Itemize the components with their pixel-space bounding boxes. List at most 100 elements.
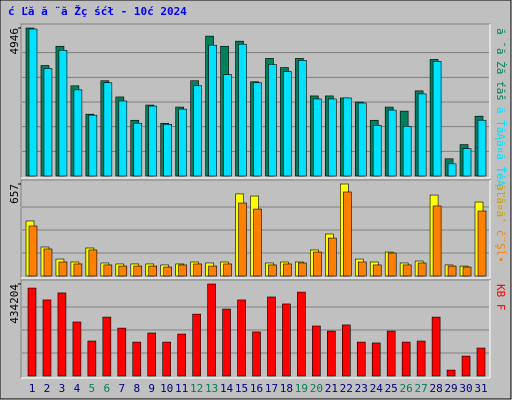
bar <box>312 325 321 377</box>
x-tick-label: 12 <box>190 382 203 395</box>
legend-label: ă ŤăĄă¤ă ŤéĄ <box>494 107 507 187</box>
bar <box>372 125 382 177</box>
x-tick-label: 30 <box>459 382 472 395</box>
bar <box>357 102 367 177</box>
bar <box>193 85 202 177</box>
bar <box>462 266 472 277</box>
x-tick-label: 26 <box>400 382 413 395</box>
bar <box>208 265 217 277</box>
bar <box>133 122 143 177</box>
bar <box>193 263 202 277</box>
bar <box>313 251 322 277</box>
bar <box>208 44 217 177</box>
legend-label: č¨Şĺ• <box>494 230 507 263</box>
bar <box>88 249 98 277</box>
bar <box>477 210 487 277</box>
bar <box>328 98 337 177</box>
bar <box>432 61 442 177</box>
bar <box>341 324 351 377</box>
bar <box>253 82 262 177</box>
bar <box>177 333 186 377</box>
bar <box>417 93 427 177</box>
bar <box>401 341 411 377</box>
x-tick-label: 18 <box>280 382 293 395</box>
bar <box>42 299 52 377</box>
bar <box>357 261 367 277</box>
bar <box>88 114 98 177</box>
bar <box>432 205 442 277</box>
bar <box>43 68 53 177</box>
bar <box>237 299 246 377</box>
bar <box>298 262 307 277</box>
x-tick-label: 19 <box>295 382 308 395</box>
bar <box>163 123 172 177</box>
bar <box>268 264 277 277</box>
bar <box>102 316 112 377</box>
x-tick-label: 7 <box>118 382 125 395</box>
bar <box>462 148 472 177</box>
x-tick-label: 15 <box>235 382 248 395</box>
legend-label: ă ˘ă Żă ťăš <box>494 28 507 101</box>
bar <box>133 265 143 277</box>
bar <box>148 265 158 277</box>
bar <box>57 292 67 377</box>
bar <box>43 248 53 277</box>
bar <box>223 74 232 177</box>
legend-label: ăľă¤ăˆ <box>494 184 507 224</box>
bar <box>103 264 113 277</box>
bar <box>73 89 83 177</box>
bar <box>431 316 441 377</box>
x-tick-label: 20 <box>310 382 323 395</box>
bar <box>207 283 216 377</box>
bar <box>223 263 232 277</box>
bar <box>387 109 397 177</box>
bar <box>417 262 427 277</box>
bar <box>192 313 201 377</box>
bar <box>282 303 291 377</box>
bar <box>268 64 277 177</box>
bar <box>27 287 37 377</box>
x-tick-label: 6 <box>104 382 111 395</box>
x-tick-label: 17 <box>265 382 278 395</box>
x-tick-label: 25 <box>385 382 398 395</box>
bar <box>342 97 352 177</box>
bar <box>118 100 128 177</box>
bar <box>416 340 426 377</box>
bar <box>402 126 412 177</box>
x-tick-label: 9 <box>148 382 155 395</box>
bar <box>118 265 128 277</box>
y-tick-label: 657 <box>8 184 21 204</box>
bar <box>327 330 336 377</box>
bar <box>163 266 172 277</box>
x-tick-label: 1 <box>29 382 36 395</box>
bar <box>267 296 276 377</box>
bar <box>28 225 38 277</box>
bar <box>253 208 262 277</box>
bar <box>386 330 396 377</box>
bar <box>72 321 82 377</box>
x-tick-label: 21 <box>325 382 338 395</box>
bar <box>297 291 306 377</box>
bar <box>298 60 307 177</box>
x-tick-label: 28 <box>429 382 442 395</box>
x-tick-label: 11 <box>175 382 188 395</box>
x-tick-label: 5 <box>89 382 96 395</box>
x-tick-label: 23 <box>355 382 368 395</box>
y-tick-label: 4946 <box>8 28 21 55</box>
bar <box>446 369 456 377</box>
bar <box>477 119 487 177</box>
bar <box>87 340 97 377</box>
x-tick-label: 16 <box>250 382 263 395</box>
bar <box>178 108 187 177</box>
bar <box>313 98 322 177</box>
x-tick-label: 3 <box>59 382 66 395</box>
x-tick-label: 2 <box>44 382 51 395</box>
x-tick-label: 13 <box>205 382 218 395</box>
bar <box>387 252 397 277</box>
bar <box>103 82 113 177</box>
bar <box>356 341 366 377</box>
bar <box>447 265 457 277</box>
bar <box>178 264 187 277</box>
x-tick-label: 10 <box>160 382 173 395</box>
